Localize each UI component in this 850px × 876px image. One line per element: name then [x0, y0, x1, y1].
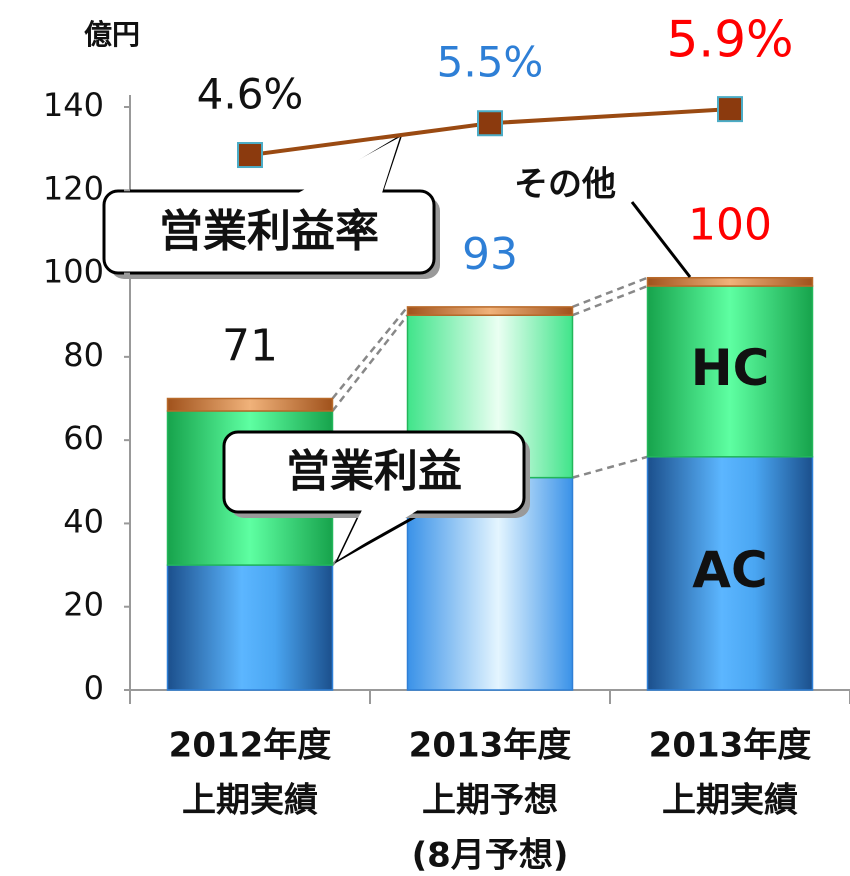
- x-tick-label: 上期実績: [182, 781, 318, 821]
- y-tick-label: 100: [43, 253, 104, 291]
- segment-label: AC: [692, 541, 767, 599]
- value-label: 4.6%: [197, 70, 304, 119]
- segment-label: HC: [691, 339, 770, 397]
- x-tick-label: 上期実績: [662, 781, 798, 821]
- total-label: 93: [462, 229, 518, 280]
- total-label: 71: [222, 321, 278, 372]
- y-tick-label: 0: [84, 669, 104, 707]
- x-tick-label: (8月予想): [412, 836, 569, 876]
- callout-text: 営業利益率: [159, 206, 379, 257]
- bar-callout: 営業利益: [222, 430, 530, 564]
- y-tick-label: 140: [43, 86, 104, 124]
- connector: [331, 306, 409, 400]
- bar-segment: [166, 397, 334, 412]
- other-pointer: [630, 201, 692, 278]
- y-tick-label: 60: [63, 419, 104, 457]
- y-tick-label: 120: [43, 169, 104, 207]
- callout-text: 営業利益: [286, 446, 462, 497]
- x-tick-label: 2013年度: [649, 726, 812, 766]
- connector: [572, 284, 648, 317]
- connector: [331, 314, 409, 412]
- y-tick-label: 40: [63, 502, 104, 540]
- connector: [572, 276, 648, 309]
- bar-segment: [166, 564, 334, 691]
- bar-segment: [646, 285, 814, 458]
- x-tick-label: 上期予想: [422, 781, 558, 821]
- y-tick-label: 20: [63, 586, 104, 624]
- bar-segment: [646, 276, 814, 287]
- x-tick-label: 2012年度: [169, 726, 332, 766]
- bar-segment: [646, 456, 814, 691]
- marker: [477, 110, 503, 137]
- marker: [237, 142, 263, 169]
- line-callout: 営業利益率: [102, 133, 440, 279]
- y-tick-label: 80: [63, 336, 104, 374]
- bar-segment: [406, 306, 574, 316]
- connector: [572, 455, 648, 479]
- value-label: 5.5%: [437, 38, 544, 87]
- unit-label: 億円: [84, 18, 140, 51]
- legend-label: その他: [514, 165, 616, 205]
- total-label: 100: [688, 200, 772, 251]
- value-label: 5.9%: [666, 11, 793, 69]
- x-tick-label: 2013年度: [409, 726, 572, 766]
- marker: [717, 96, 743, 123]
